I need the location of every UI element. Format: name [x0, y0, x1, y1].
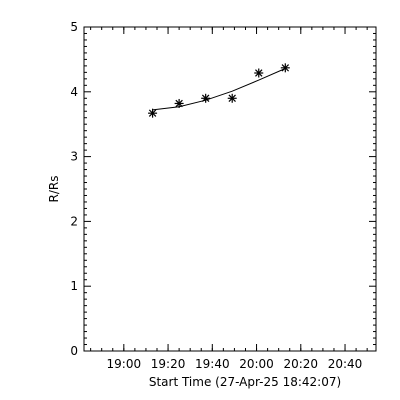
data-markers: [148, 63, 290, 118]
x-axis: 19:00 19:20 19:40 20:00 20:20 20:40: [90, 27, 368, 371]
x-tick-label: 19:40: [195, 357, 230, 371]
y-axis: 0 1 2 3 4 5: [70, 20, 376, 358]
y-tick-label: 3: [70, 150, 78, 164]
x-tick-label: 20:20: [283, 357, 318, 371]
y-tick-label: 2: [70, 214, 78, 228]
data-point: [201, 93, 211, 103]
fit-line: [152, 68, 286, 111]
data-point: [227, 93, 237, 103]
x-tick-label: 19:00: [107, 357, 142, 371]
data-point: [174, 98, 184, 108]
data-point: [280, 63, 290, 73]
x-axis-label: Start Time (27-Apr-25 18:42:07): [149, 375, 341, 389]
y-tick-label: 4: [70, 85, 78, 99]
x-tick-label: 20:00: [239, 357, 274, 371]
y-tick-label: 1: [70, 279, 78, 293]
y-axis-label: R/Rs: [47, 176, 61, 203]
data-point: [148, 108, 158, 118]
plot-frame: [83, 26, 377, 352]
y-tick-label: 5: [70, 20, 78, 34]
x-tick-label: 20:40: [328, 357, 363, 371]
data-point: [254, 68, 264, 78]
y-tick-label: 0: [70, 344, 78, 358]
x-tick-label: 19:20: [151, 357, 186, 371]
